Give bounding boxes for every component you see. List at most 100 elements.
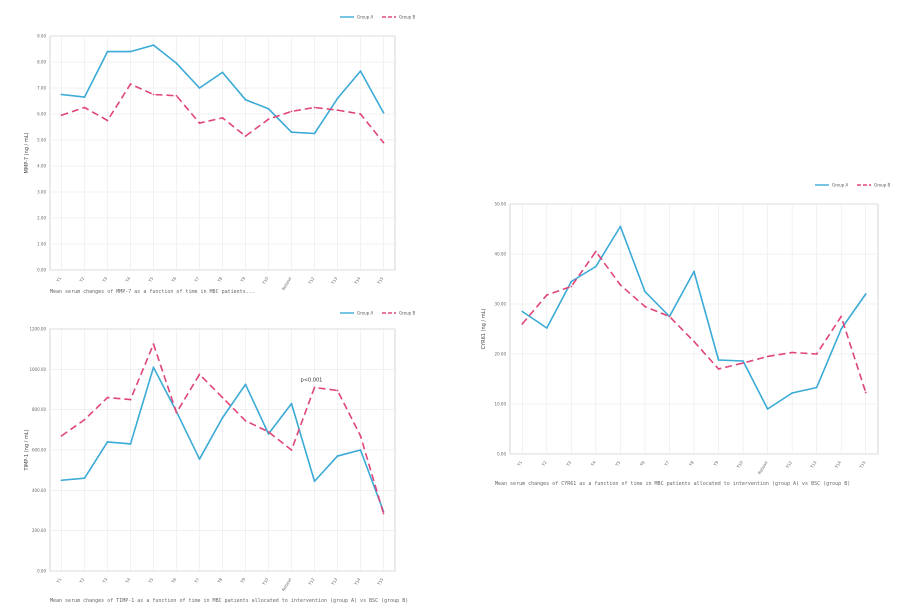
data-point [313, 386, 316, 389]
y-axis-label: CYR61 (ng / mL) [481, 309, 487, 350]
y-tick-label: 200.00 [32, 528, 46, 533]
x-tick-label: T2 [78, 577, 86, 585]
data-point [521, 323, 524, 325]
data-point [619, 284, 622, 286]
chart-mmp7-panel: 0.00 1.00 2.00 3.00 4.00 5.00 6.00 7.00 8.00 9.00… [0, 0, 460, 300]
figure-caption: Mean serum changes of TIMP-1 as a functi… [50, 598, 408, 604]
data-point [313, 480, 316, 483]
x-tick-label: Rebase [281, 276, 293, 292]
data-point [570, 285, 573, 288]
y-tick-label: 9.00 [37, 34, 46, 39]
x-tick-label: T5 [147, 276, 155, 284]
y-tick-label: 4.00 [37, 164, 46, 169]
data-point [106, 396, 109, 399]
x-tick-label: T10 [735, 460, 744, 470]
data-point [290, 131, 293, 134]
chart-timp1: 0.00 200.00 400.00 600.00 800.00 1000.00 1200.… [24, 311, 415, 605]
y-tick-label: 0.00 [497, 452, 506, 457]
x-tick-label: T14 [833, 460, 842, 470]
data-point [594, 265, 597, 268]
annotation-label: p<0.001 [301, 377, 323, 383]
data-point [83, 96, 86, 98]
data-point [244, 98, 247, 101]
legend-label: Group B [874, 183, 890, 188]
legend-label: Group A [832, 183, 848, 188]
data-point [336, 97, 339, 100]
data-point [791, 392, 794, 394]
data-point [129, 83, 132, 85]
data-point [336, 455, 339, 457]
data-point [717, 359, 720, 361]
data-point [221, 416, 224, 419]
data-point [152, 44, 155, 46]
data-point [359, 70, 362, 72]
x-tick-label: T3 [101, 276, 109, 284]
data-point [545, 327, 548, 329]
y-tick-label: 600.00 [32, 448, 46, 453]
data-point [545, 294, 548, 296]
y-tick-label: 0.00 [37, 268, 46, 273]
data-point [290, 110, 293, 113]
y-tick-label: 8.00 [37, 60, 46, 65]
data-point [382, 111, 385, 114]
y-tick-label: 6.00 [37, 112, 46, 117]
data-point [864, 391, 867, 394]
y-tick-label: 800.00 [32, 407, 46, 412]
data-point [766, 355, 769, 358]
x-tick-label: T13 [809, 460, 818, 470]
legend-label: Group B [399, 311, 415, 316]
x-tick-label: T12 [307, 276, 316, 286]
data-point [83, 477, 86, 480]
data-point [359, 449, 362, 451]
x-tick-label: T8 [216, 276, 224, 284]
data-point [244, 383, 247, 386]
x-tick-label: T1 [55, 577, 63, 585]
x-tick-label: T12 [784, 460, 793, 470]
data-point [815, 353, 818, 355]
data-point [791, 351, 794, 354]
y-tick-label: 40.00 [495, 252, 507, 257]
data-point [60, 93, 63, 96]
x-tick-label: T10 [261, 276, 270, 286]
x-tick-label: T10 [261, 577, 270, 587]
data-point [840, 315, 843, 318]
x-tick-label: T14 [353, 276, 362, 286]
x-tick-label: T5 [147, 577, 155, 585]
x-tick-label: T13 [330, 577, 339, 587]
data-point [175, 411, 178, 414]
x-tick-label: T4 [124, 276, 132, 284]
x-tick-label: T9 [239, 276, 247, 284]
y-tick-label: 0.00 [37, 569, 46, 574]
data-point [267, 118, 270, 121]
x-tick-label: T9 [712, 460, 720, 468]
data-point [83, 106, 86, 109]
x-tick-label: T1 [516, 460, 524, 468]
data-point [644, 305, 646, 308]
x-tick-label: T15 [858, 460, 867, 470]
x-tick-label: T4 [589, 460, 597, 468]
y-tick-label: 3.00 [37, 190, 46, 195]
data-point [717, 368, 720, 370]
data-point [290, 449, 293, 451]
data-point [129, 398, 132, 401]
y-tick-label: 400.00 [32, 488, 46, 493]
y-tick-label: 1.00 [37, 242, 46, 247]
x-tick-label: T15 [376, 276, 385, 286]
x-tick-label: T13 [330, 276, 339, 286]
x-tick-label: T7 [193, 276, 201, 284]
data-point [244, 419, 247, 422]
y-tick-label: 1200.00 [29, 327, 46, 332]
x-tick-label: T2 [78, 276, 86, 284]
data-point [693, 270, 695, 273]
x-tick-label: T2 [540, 460, 548, 468]
data-point [221, 396, 224, 399]
data-point [244, 135, 247, 138]
data-point [60, 479, 63, 482]
data-point [619, 225, 622, 228]
data-point [815, 386, 818, 389]
data-point [198, 458, 201, 460]
data-point [766, 408, 769, 410]
x-tick-label: T15 [376, 577, 385, 587]
x-tick-label: T6 [170, 276, 178, 284]
data-point [290, 402, 293, 405]
